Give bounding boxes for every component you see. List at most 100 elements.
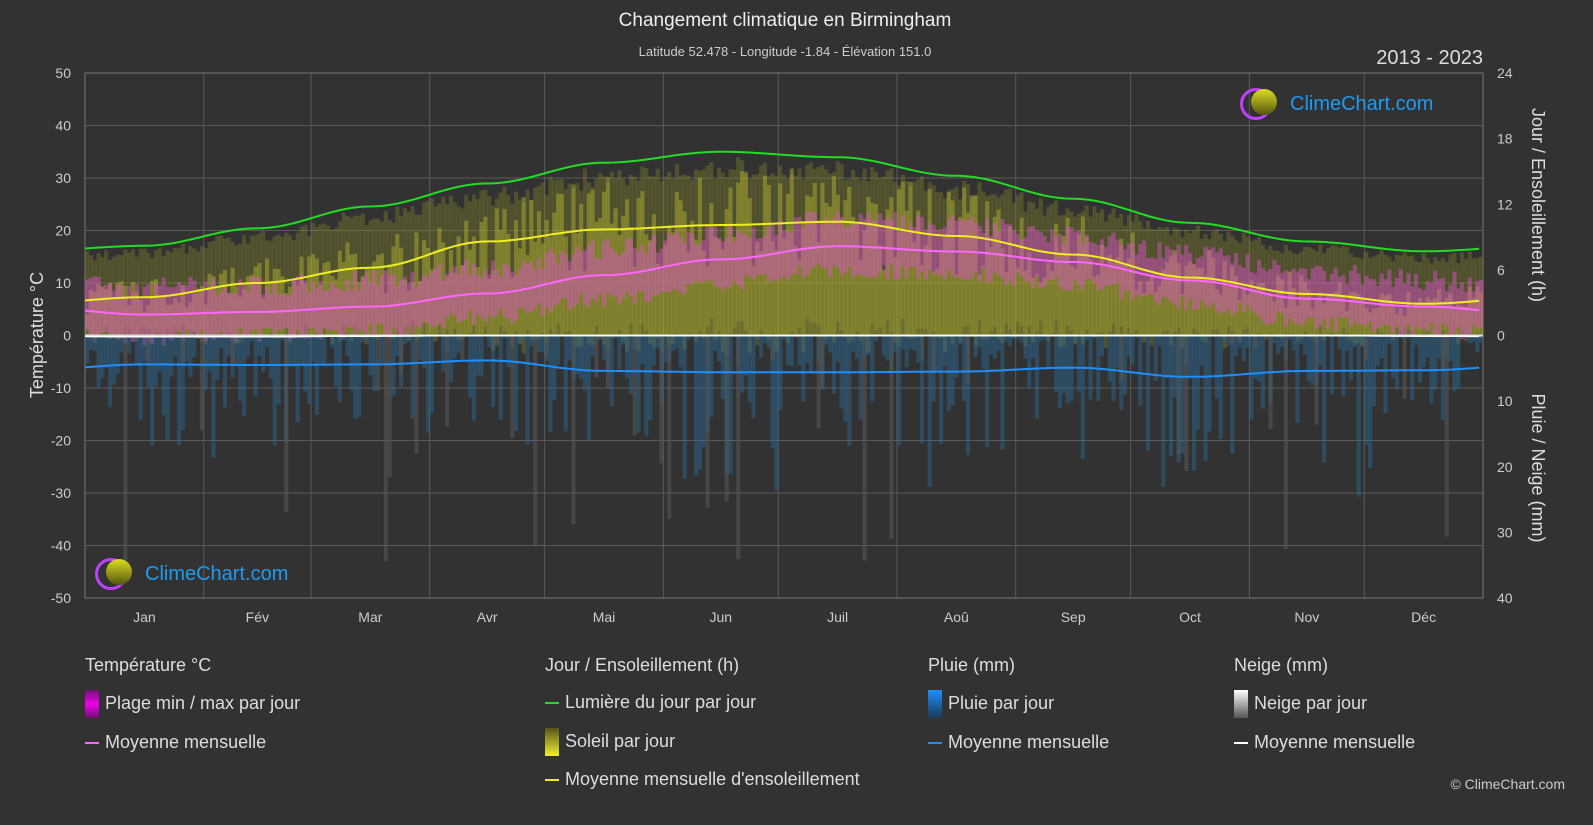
temp-range-bar: [1211, 247, 1216, 304]
daylight-bar: [157, 248, 162, 332]
temp-range-bar: [1069, 227, 1074, 291]
daylight-bar: [188, 245, 193, 331]
rain-bar: [644, 335, 649, 436]
rain-bar: [858, 335, 863, 420]
temp-range-bar: [870, 220, 875, 278]
logo-top[interactable]: ClimeChart.com: [1240, 88, 1433, 120]
daylight-bar: [590, 186, 595, 346]
rain-bar: [490, 335, 496, 408]
daylight-bar: [85, 251, 90, 329]
sunshine-bar: [464, 220, 469, 336]
sunshine-bar: [621, 215, 626, 336]
sunshine-bar: [1149, 274, 1154, 336]
daylight-bar: [406, 212, 411, 341]
rain-bar: [617, 335, 622, 370]
temp-range-bar: [720, 241, 725, 291]
precip-extreme-bar: [414, 335, 419, 455]
daylight-bar: [896, 185, 902, 347]
sunshine-bar: [230, 267, 235, 336]
temp-range-bar: [490, 260, 496, 319]
sunshine-bar: [1237, 299, 1243, 336]
daylight-bar: [1410, 255, 1415, 332]
rain-bar: [1180, 335, 1185, 454]
temp-range-bar: [831, 217, 837, 266]
daylight-bar: [345, 216, 350, 333]
temp-range-bar: [253, 276, 258, 330]
logo-bottom[interactable]: ClimeChart.com: [95, 558, 288, 590]
precip-extreme-bar: [146, 335, 151, 361]
daylight-bar: [942, 198, 948, 353]
rain-bar: [789, 335, 794, 367]
daylight-bar: [391, 222, 396, 339]
daylight-bar: [471, 194, 476, 326]
sunshine-bar: [1180, 294, 1185, 336]
temp-range-bar: [188, 277, 193, 337]
temp-range-bar: [146, 284, 151, 343]
temp-range-bar: [1371, 279, 1377, 332]
sunshine-bar: [533, 241, 538, 336]
rain-bar: [226, 335, 231, 356]
sunshine-bar: [100, 286, 105, 336]
rain-bar: [1387, 335, 1392, 344]
daylight-bar: [950, 188, 955, 345]
precip-extreme-bar: [544, 335, 549, 358]
sunshine-bar: [1375, 307, 1380, 336]
sunshine-bar: [364, 268, 369, 336]
daylight-bar: [939, 192, 944, 339]
sun-mean-swatch: [545, 779, 559, 782]
daylight-bar: [605, 182, 611, 350]
temp-range-bar: [609, 247, 614, 297]
legend-label: Soleil par jour: [565, 730, 676, 751]
daylight-bar: [1414, 261, 1419, 336]
rain-bar: [395, 335, 400, 356]
sunshine-bar: [207, 273, 212, 336]
sunshine-bar: [678, 200, 683, 336]
temp-range-bar: [682, 243, 687, 295]
temp-range-bar: [571, 254, 576, 308]
snow-swatch: [1234, 690, 1248, 718]
sunshine-bar: [1356, 294, 1361, 336]
sunshine-bar: [919, 265, 925, 336]
daylight-bar: [1272, 250, 1277, 337]
rain-bar: [912, 335, 917, 351]
rain-bar: [1237, 335, 1243, 348]
daylight-bar: [429, 198, 434, 335]
rain-bar: [866, 335, 871, 356]
daylight-bar: [1034, 209, 1040, 332]
chart-subtitle: Latitude 52.478 - Longitude -1.84 - Élév…: [638, 44, 932, 59]
rain-bar: [1077, 335, 1082, 392]
temp-range-bar: [272, 283, 277, 334]
sunshine-bar: [299, 256, 304, 336]
daylight-bar: [900, 174, 905, 319]
precip-extreme-bar: [1314, 335, 1319, 425]
rain-bar: [782, 335, 787, 340]
rain-bar: [506, 335, 511, 368]
sunshine-bar: [1057, 252, 1062, 336]
daylight-bar: [276, 234, 281, 339]
daylight-bar: [387, 220, 392, 340]
sunshine-bar: [1084, 237, 1089, 336]
precip-extreme-bar: [705, 335, 710, 508]
temp-range-bar: [1073, 231, 1078, 281]
daylight-bar: [674, 163, 679, 334]
sunshine-bar: [1383, 295, 1388, 336]
rain-bar: [1234, 335, 1239, 357]
sunshine-bar: [226, 293, 231, 336]
daylight-bar: [801, 179, 806, 353]
sunshine-bar: [1295, 305, 1300, 336]
rain-bar: [502, 335, 507, 339]
precip-extreme-bar: [376, 335, 381, 391]
rain-bar: [276, 335, 281, 405]
precip-extreme-bar: [180, 335, 185, 367]
sunshine-bar: [586, 193, 591, 336]
sunshine-bar: [992, 216, 997, 336]
sunshine-bar: [1257, 283, 1262, 336]
daylight-bar: [96, 253, 101, 335]
rain-bar: [1092, 335, 1097, 339]
sunshine-bar: [85, 314, 90, 336]
precip-extreme-bar: [820, 335, 825, 388]
daylight-bar: [356, 215, 362, 335]
daylight-bar: [866, 181, 871, 353]
daylight-bar: [1008, 188, 1013, 330]
sunshine-bar: [1314, 298, 1319, 336]
